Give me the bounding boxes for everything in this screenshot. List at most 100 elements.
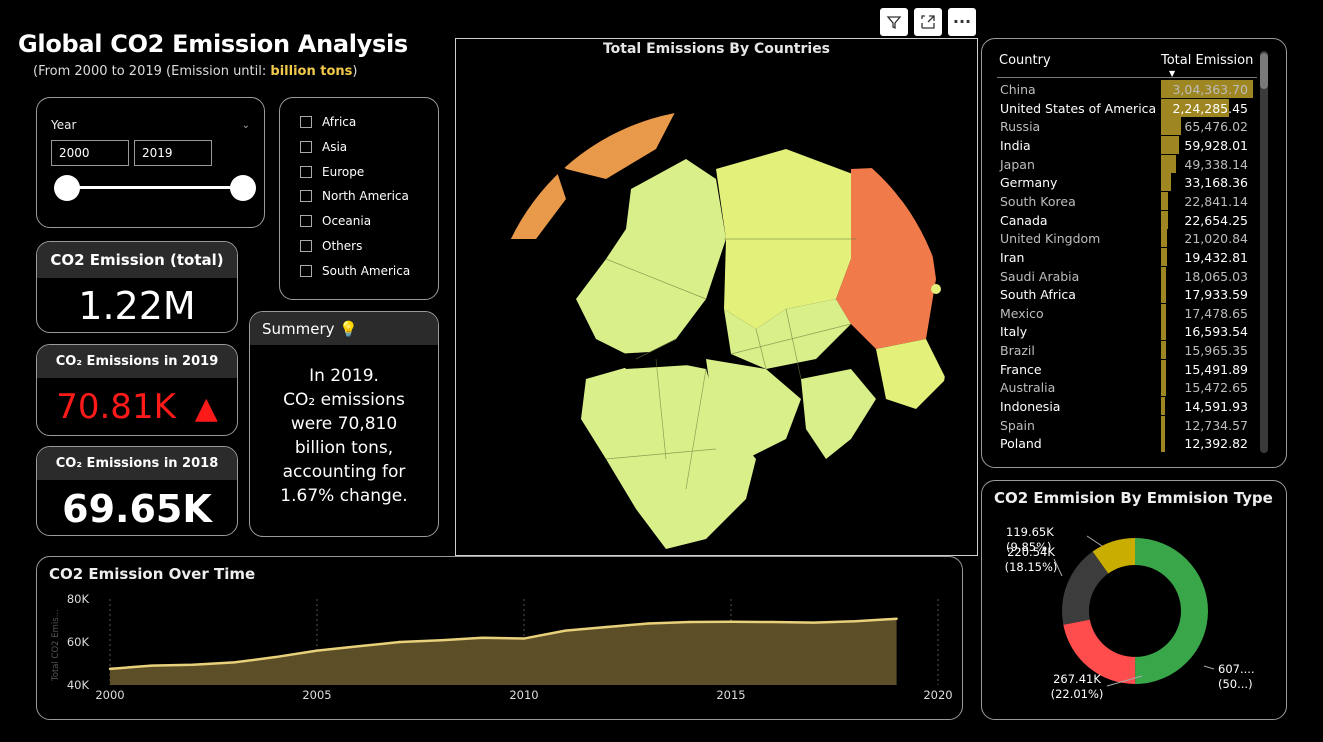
- southeast-asia-region[interactable]: [876, 339, 946, 409]
- year-range-end-handle[interactable]: [230, 175, 256, 201]
- table-row[interactable]: South Africa 17,933.59: [998, 285, 1252, 304]
- data-point[interactable]: [564, 629, 567, 632]
- x-tick-label: 2020: [923, 688, 952, 702]
- data-point[interactable]: [729, 620, 733, 623]
- data-point[interactable]: [233, 661, 236, 664]
- donut-slice[interactable]: [1063, 619, 1136, 684]
- emission-data-bar: [1161, 285, 1167, 304]
- data-point[interactable]: [854, 620, 857, 623]
- donut-slice[interactable]: [1135, 538, 1208, 684]
- data-point[interactable]: [647, 622, 650, 625]
- total-emission-cell: 16,593.54: [1184, 324, 1248, 340]
- donut-slice[interactable]: [1062, 551, 1109, 625]
- checkbox[interactable]: [300, 215, 312, 228]
- table-row[interactable]: Mexico 17,478.65: [998, 303, 1252, 323]
- summary-line: were 70,810: [290, 414, 398, 434]
- unit-highlight: billion tons: [270, 64, 353, 79]
- data-point[interactable]: [440, 639, 443, 642]
- data-point[interactable]: [357, 645, 360, 648]
- table-row[interactable]: United Kingdom 21,020.84: [998, 229, 1252, 248]
- data-point[interactable]: [481, 636, 484, 639]
- chevron-down-icon[interactable]: ⌄: [241, 120, 250, 131]
- emissions-map[interactable]: Total Emissions By Countries: [455, 38, 978, 556]
- year-to-input[interactable]: 2019: [134, 140, 212, 166]
- year-from-input[interactable]: 2000: [51, 140, 129, 166]
- data-point[interactable]: [315, 649, 319, 652]
- sort-desc-icon: ▼: [1169, 69, 1176, 78]
- region-option[interactable]: Others: [300, 239, 362, 253]
- data-point[interactable]: [771, 620, 774, 624]
- data-point[interactable]: [522, 637, 526, 640]
- region-option[interactable]: Oceania: [300, 214, 371, 228]
- table-row[interactable]: Germany 33,168.36: [998, 173, 1252, 192]
- table-row[interactable]: Australia 15,472.65: [998, 378, 1252, 397]
- donut-chart[interactable]: [982, 481, 1288, 721]
- table-row[interactable]: South Korea 22,841.14: [998, 191, 1252, 211]
- table-row[interactable]: Brazil 15,965.35: [998, 341, 1252, 360]
- table-row[interactable]: France 15,491.89: [998, 359, 1252, 379]
- data-point[interactable]: [895, 617, 898, 620]
- donut-slice-label: 220.54K (18.15%): [1004, 545, 1058, 574]
- col-header-total[interactable]: Total Emission: [1161, 53, 1254, 68]
- area-chart[interactable]: 2000 2005 2010 2015 2020 80K 60K 40K Total CO2 E…: [37, 557, 964, 721]
- total-emission-cell: 17,478.65: [1184, 305, 1248, 321]
- table-row[interactable]: Italy 16,593.54: [998, 322, 1252, 341]
- india-region[interactable]: [801, 369, 876, 459]
- summary-title: Summery: [262, 320, 335, 338]
- table-row[interactable]: Iran 19,432.81: [998, 247, 1252, 267]
- table-scrollbar-thumb[interactable]: [1260, 53, 1268, 89]
- china-region[interactable]: [836, 167, 936, 349]
- y-tick-label: 60K: [67, 635, 90, 649]
- checkbox[interactable]: [300, 190, 312, 203]
- checkbox[interactable]: [300, 116, 312, 128]
- table-row[interactable]: Canada 22,654.25: [998, 210, 1252, 230]
- greenland-region[interactable]: [536, 84, 686, 179]
- data-point[interactable]: [274, 655, 277, 659]
- year-range-start-handle[interactable]: [54, 175, 80, 201]
- data-point[interactable]: [150, 664, 153, 667]
- table-scrollbar-track[interactable]: [1260, 51, 1268, 453]
- more-options-button[interactable]: ···: [948, 8, 976, 36]
- donut-slice[interactable]: [1092, 538, 1135, 574]
- emission-data-bar: [1161, 378, 1166, 397]
- checkbox[interactable]: [300, 165, 312, 178]
- region-option[interactable]: North America: [300, 189, 409, 203]
- data-point[interactable]: [108, 667, 112, 671]
- table-row[interactable]: Poland 12,392.82: [998, 434, 1252, 453]
- table-row[interactable]: India 59,928.01: [998, 135, 1252, 155]
- africa-region[interactable]: [581, 359, 756, 549]
- table-row[interactable]: Russia 65,476.02: [998, 117, 1252, 136]
- data-point[interactable]: [605, 625, 608, 629]
- data-point[interactable]: [812, 621, 815, 624]
- checkbox[interactable]: [300, 240, 312, 252]
- region-option[interactable]: Europe: [300, 165, 364, 179]
- table-row[interactable]: Japan 49,338.14: [998, 154, 1252, 174]
- checkbox[interactable]: [300, 140, 312, 153]
- emission-data-bar: [1161, 341, 1166, 360]
- country-cell: Russia: [1000, 119, 1041, 135]
- kpi-2019-label: CO₂ Emissions in 2019: [37, 345, 237, 378]
- table-row[interactable]: Spain 12,734.57: [998, 415, 1252, 435]
- data-point[interactable]: [398, 640, 401, 644]
- region-option[interactable]: Africa: [300, 115, 356, 129]
- europe-region[interactable]: [576, 159, 726, 359]
- table-row[interactable]: China 3,04,363.70: [998, 80, 1253, 99]
- central-asia-region[interactable]: [724, 299, 851, 369]
- col-header-country[interactable]: Country: [999, 53, 1051, 68]
- data-point[interactable]: [191, 663, 194, 666]
- focus-mode-button[interactable]: [914, 8, 942, 36]
- region-option[interactable]: South America: [300, 264, 410, 278]
- checkbox[interactable]: [300, 264, 312, 277]
- map-globe: [486, 84, 946, 549]
- filter-button[interactable]: [880, 8, 908, 36]
- country-cell: Canada: [1000, 212, 1048, 228]
- table-row[interactable]: Indonesia 14,591.93: [998, 397, 1252, 416]
- data-point[interactable]: [688, 620, 691, 624]
- country-cell: China: [1000, 82, 1036, 97]
- table-row[interactable]: United States of America 2,24,285.45: [998, 98, 1252, 118]
- region-option[interactable]: Asia: [300, 140, 347, 154]
- emission-over-time-card: CO2 Emission Over Time 2000 2005 2010 2015 2…: [36, 556, 963, 720]
- table-row[interactable]: Saudi Arabia 18,065.03: [998, 266, 1252, 286]
- region-option-label: Asia: [322, 139, 348, 154]
- canada-region[interactable]: [486, 139, 566, 239]
